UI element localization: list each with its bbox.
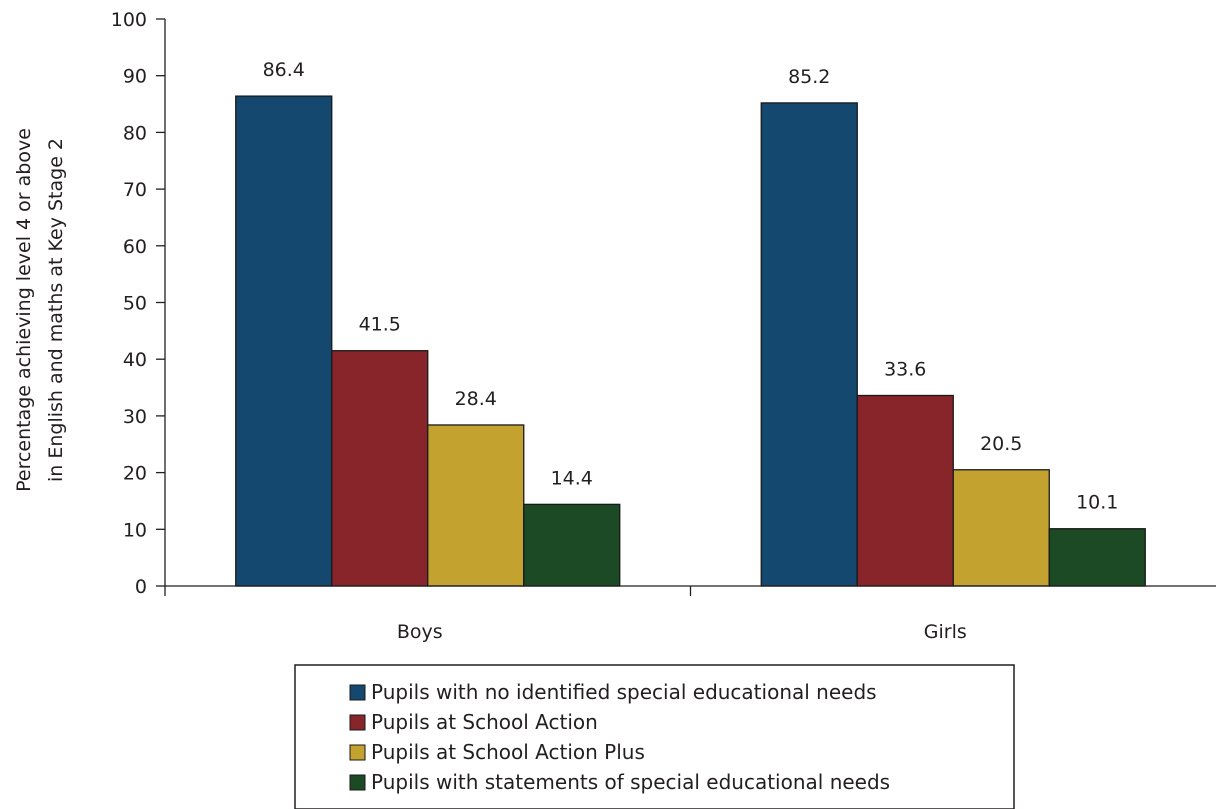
- y-tick-label: 30: [123, 406, 147, 428]
- legend-swatch: [349, 774, 366, 791]
- legend: Pupils with no identified special educat…: [294, 664, 1015, 809]
- bar-girls-series-1: [760, 102, 858, 587]
- value-label: 85.2: [788, 66, 830, 88]
- value-label: 10.1: [1076, 492, 1118, 514]
- legend-label: Pupils at School Action Plus: [371, 740, 645, 764]
- bars: [235, 95, 1146, 587]
- legend-swatch: [349, 684, 366, 701]
- category-label-girls: Girls: [924, 621, 967, 643]
- y-tick-label: 70: [123, 179, 147, 201]
- value-labels: 86.4 41.5 28.4 14.4 85.2 33.6 20.5 10.1: [263, 59, 1119, 514]
- y-tick-label: 80: [123, 122, 147, 144]
- value-label: 33.6: [884, 358, 926, 380]
- value-label: 28.4: [455, 388, 497, 410]
- y-tick-label: 40: [123, 349, 147, 371]
- category-label-boys: Boys: [397, 621, 443, 643]
- y-tick-label: 0: [135, 576, 147, 598]
- bar-boys-series-3: [427, 424, 525, 587]
- legend-swatch: [349, 744, 366, 761]
- value-label: 14.4: [551, 467, 593, 489]
- y-tick-label: 90: [123, 66, 147, 88]
- y-axis-title: Percentage achieving level 4 or above in…: [13, 128, 67, 492]
- y-axis-ticks: 0 10 20 30 40 50 60 70 80 90 100: [111, 9, 165, 598]
- legend-swatch: [349, 714, 366, 731]
- y-tick-label: 50: [123, 293, 147, 315]
- y-axis-title-line-2: in English and maths at Key Stage 2: [45, 138, 67, 482]
- legend-label: Pupils with statements of special educat…: [371, 770, 890, 794]
- axes: [164, 19, 1216, 596]
- value-label: 41.5: [359, 314, 401, 336]
- value-label: 20.5: [980, 433, 1022, 455]
- legend-label: Pupils at School Action: [371, 710, 598, 734]
- y-axis-title-line-1: Percentage achieving level 4 or above: [13, 128, 35, 492]
- bar-boys-series-1: [235, 95, 333, 587]
- bar-girls-series-4: [1048, 528, 1146, 587]
- y-tick-label: 10: [123, 519, 147, 541]
- legend-label: Pupils with no identified special educat…: [371, 680, 877, 704]
- x-axis-categories: Boys Girls: [397, 621, 967, 643]
- y-tick-label: 20: [123, 463, 147, 485]
- legend-box: [294, 664, 1015, 809]
- bar-boys-series-2: [331, 350, 429, 587]
- bar-girls-series-3: [952, 469, 1050, 587]
- bar-girls-series-2: [856, 394, 954, 587]
- bar-boys-series-4: [523, 503, 621, 587]
- y-tick-label: 60: [123, 236, 147, 258]
- y-tick-label: 100: [111, 9, 147, 31]
- value-label: 86.4: [263, 59, 305, 81]
